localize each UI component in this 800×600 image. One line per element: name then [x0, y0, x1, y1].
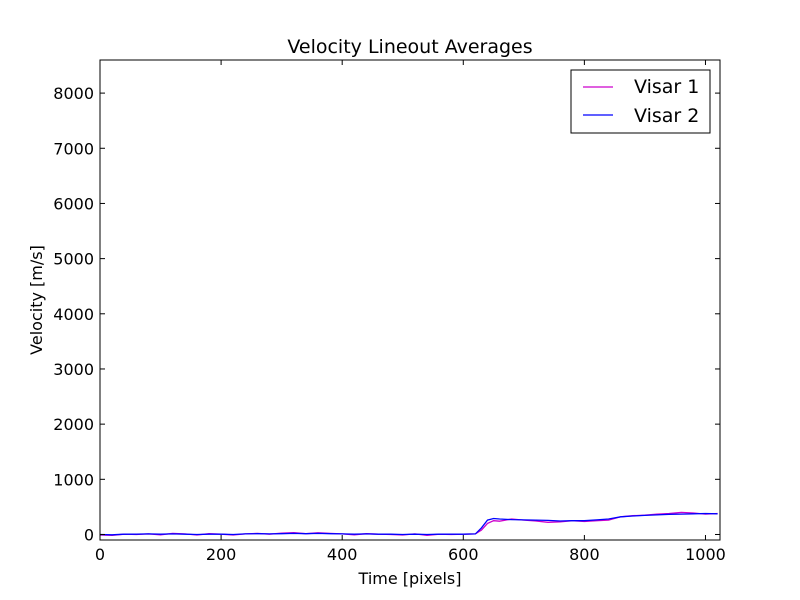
x-tick-label: 600 [448, 545, 479, 564]
y-tick-label: 7000 [53, 139, 94, 158]
y-tick-label: 6000 [53, 194, 94, 213]
plot-area [99, 59, 721, 541]
x-tick-label: 0 [95, 545, 105, 564]
series-line-visar-2 [99, 512, 718, 536]
plot-frame [99, 59, 721, 541]
x-axis-ticks: 0 200 400 600 800 1000 [95, 60, 726, 564]
y-tick-label: 3000 [53, 360, 94, 379]
x-tick-label: 1000 [685, 545, 726, 564]
y-axis-ticks: 0 1000 2000 3000 4000 5000 6000 7000 8000 [53, 84, 720, 544]
y-tick-label: 2000 [53, 415, 94, 434]
x-tick-label: 800 [569, 545, 600, 564]
x-axis-label: Time [pixels] [358, 569, 462, 588]
x-tick-label: 400 [327, 545, 358, 564]
y-tick-label: 1000 [53, 470, 94, 489]
y-tick-label: 0 [84, 525, 94, 544]
y-axis-label: Velocity [m/s] [27, 245, 46, 355]
legend-box [570, 69, 711, 134]
chart-title: Velocity Lineout Averages [287, 36, 532, 58]
legend-label-visar-2: Visar 2 [634, 105, 699, 127]
legend: Visar 1 Visar 2 [570, 69, 711, 134]
legend-label-visar-1: Visar 1 [634, 76, 699, 98]
series-layer [99, 511, 718, 536]
x-tick-label: 200 [206, 545, 237, 564]
y-tick-label: 5000 [53, 250, 94, 269]
y-tick-label: 4000 [53, 305, 94, 324]
y-tick-label: 8000 [53, 84, 94, 103]
